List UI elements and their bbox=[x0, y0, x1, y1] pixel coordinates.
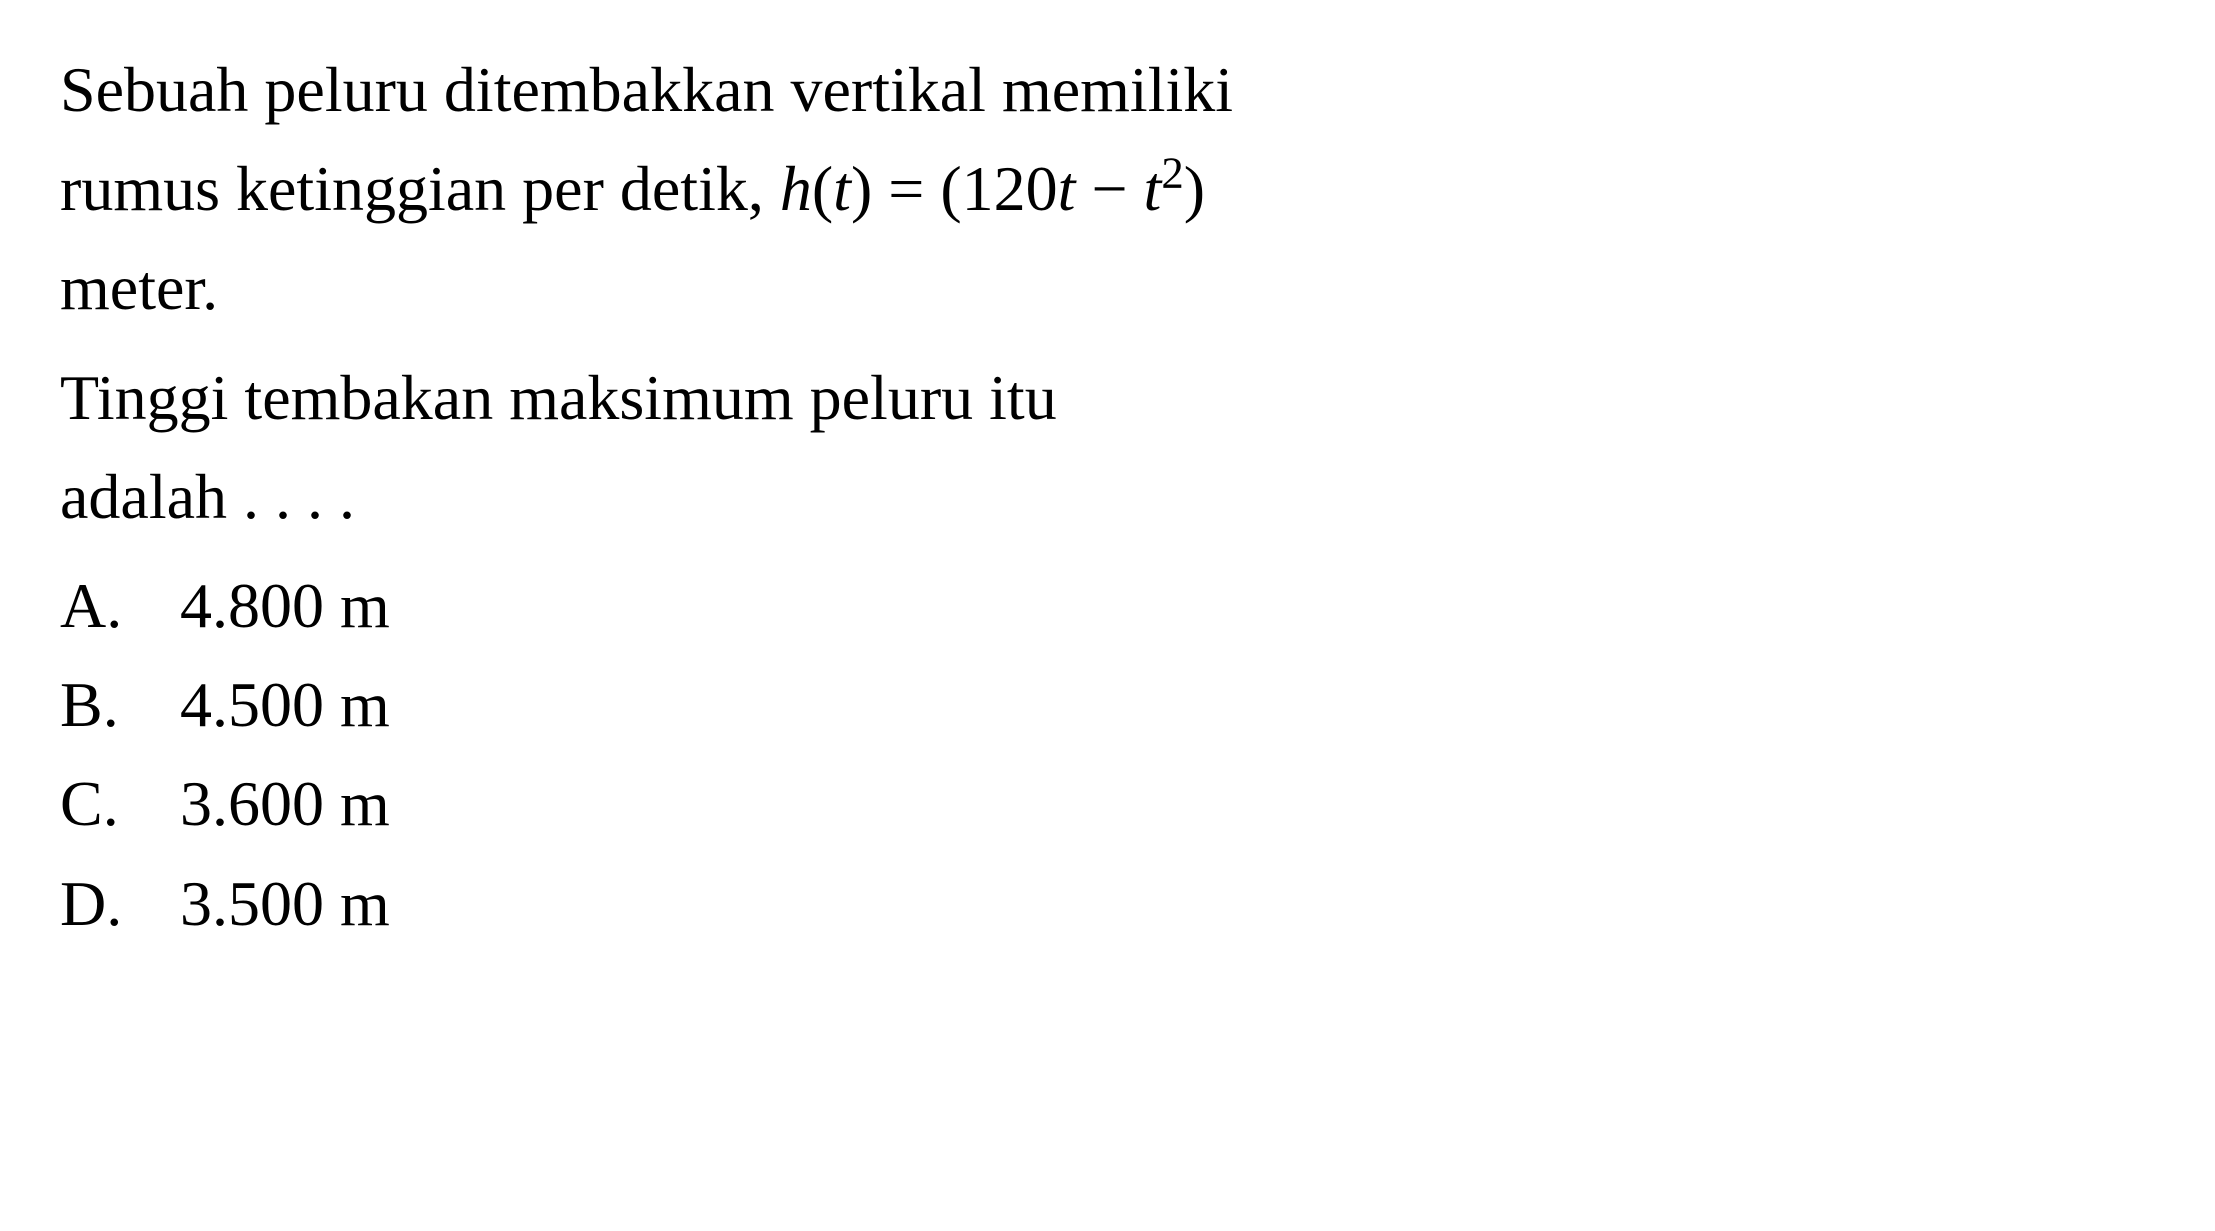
question-stem: Sebuah peluru ditembakkan vertikal memil… bbox=[60, 40, 2155, 338]
prompt-line2: adalah . . . . bbox=[60, 461, 355, 532]
formula-t3: t bbox=[1144, 153, 1162, 224]
prompt-line1: Tinggi tembakan maksimum peluru itu bbox=[60, 362, 1057, 433]
option-a[interactable]: A. 4.800 m bbox=[60, 556, 2155, 655]
formula-h: h bbox=[780, 153, 812, 224]
option-c-text: 3.600 m bbox=[180, 754, 390, 853]
question-line2-text: rumus ketinggian per detik, bbox=[60, 153, 780, 224]
option-b[interactable]: B. 4.500 m bbox=[60, 655, 2155, 754]
options-list: A. 4.800 m B. 4.500 m C. 3.600 m D. 3.50… bbox=[60, 556, 2155, 953]
option-d-text: 3.500 m bbox=[180, 854, 390, 953]
formula-equals: = (120 bbox=[872, 153, 1057, 224]
option-a-text: 4.800 m bbox=[180, 556, 390, 655]
formula-minus: − bbox=[1075, 153, 1143, 224]
formula-paren-close: ) bbox=[851, 153, 872, 224]
option-d[interactable]: D. 3.500 m bbox=[60, 854, 2155, 953]
formula-end: ) bbox=[1184, 153, 1205, 224]
formula-exp: 2 bbox=[1161, 148, 1183, 198]
option-b-letter: B. bbox=[60, 655, 180, 754]
question-prompt: Tinggi tembakan maksimum peluru itu adal… bbox=[60, 348, 2155, 546]
question-line3: meter. bbox=[60, 252, 218, 323]
option-d-letter: D. bbox=[60, 854, 180, 953]
formula-paren-open: ( bbox=[812, 153, 833, 224]
option-a-letter: A. bbox=[60, 556, 180, 655]
option-b-text: 4.500 m bbox=[180, 655, 390, 754]
formula-t2: t bbox=[1058, 153, 1076, 224]
question-line1: Sebuah peluru ditembakkan vertikal memil… bbox=[60, 54, 1233, 125]
option-c-letter: C. bbox=[60, 754, 180, 853]
option-c[interactable]: C. 3.600 m bbox=[60, 754, 2155, 853]
formula-t1: t bbox=[833, 153, 851, 224]
